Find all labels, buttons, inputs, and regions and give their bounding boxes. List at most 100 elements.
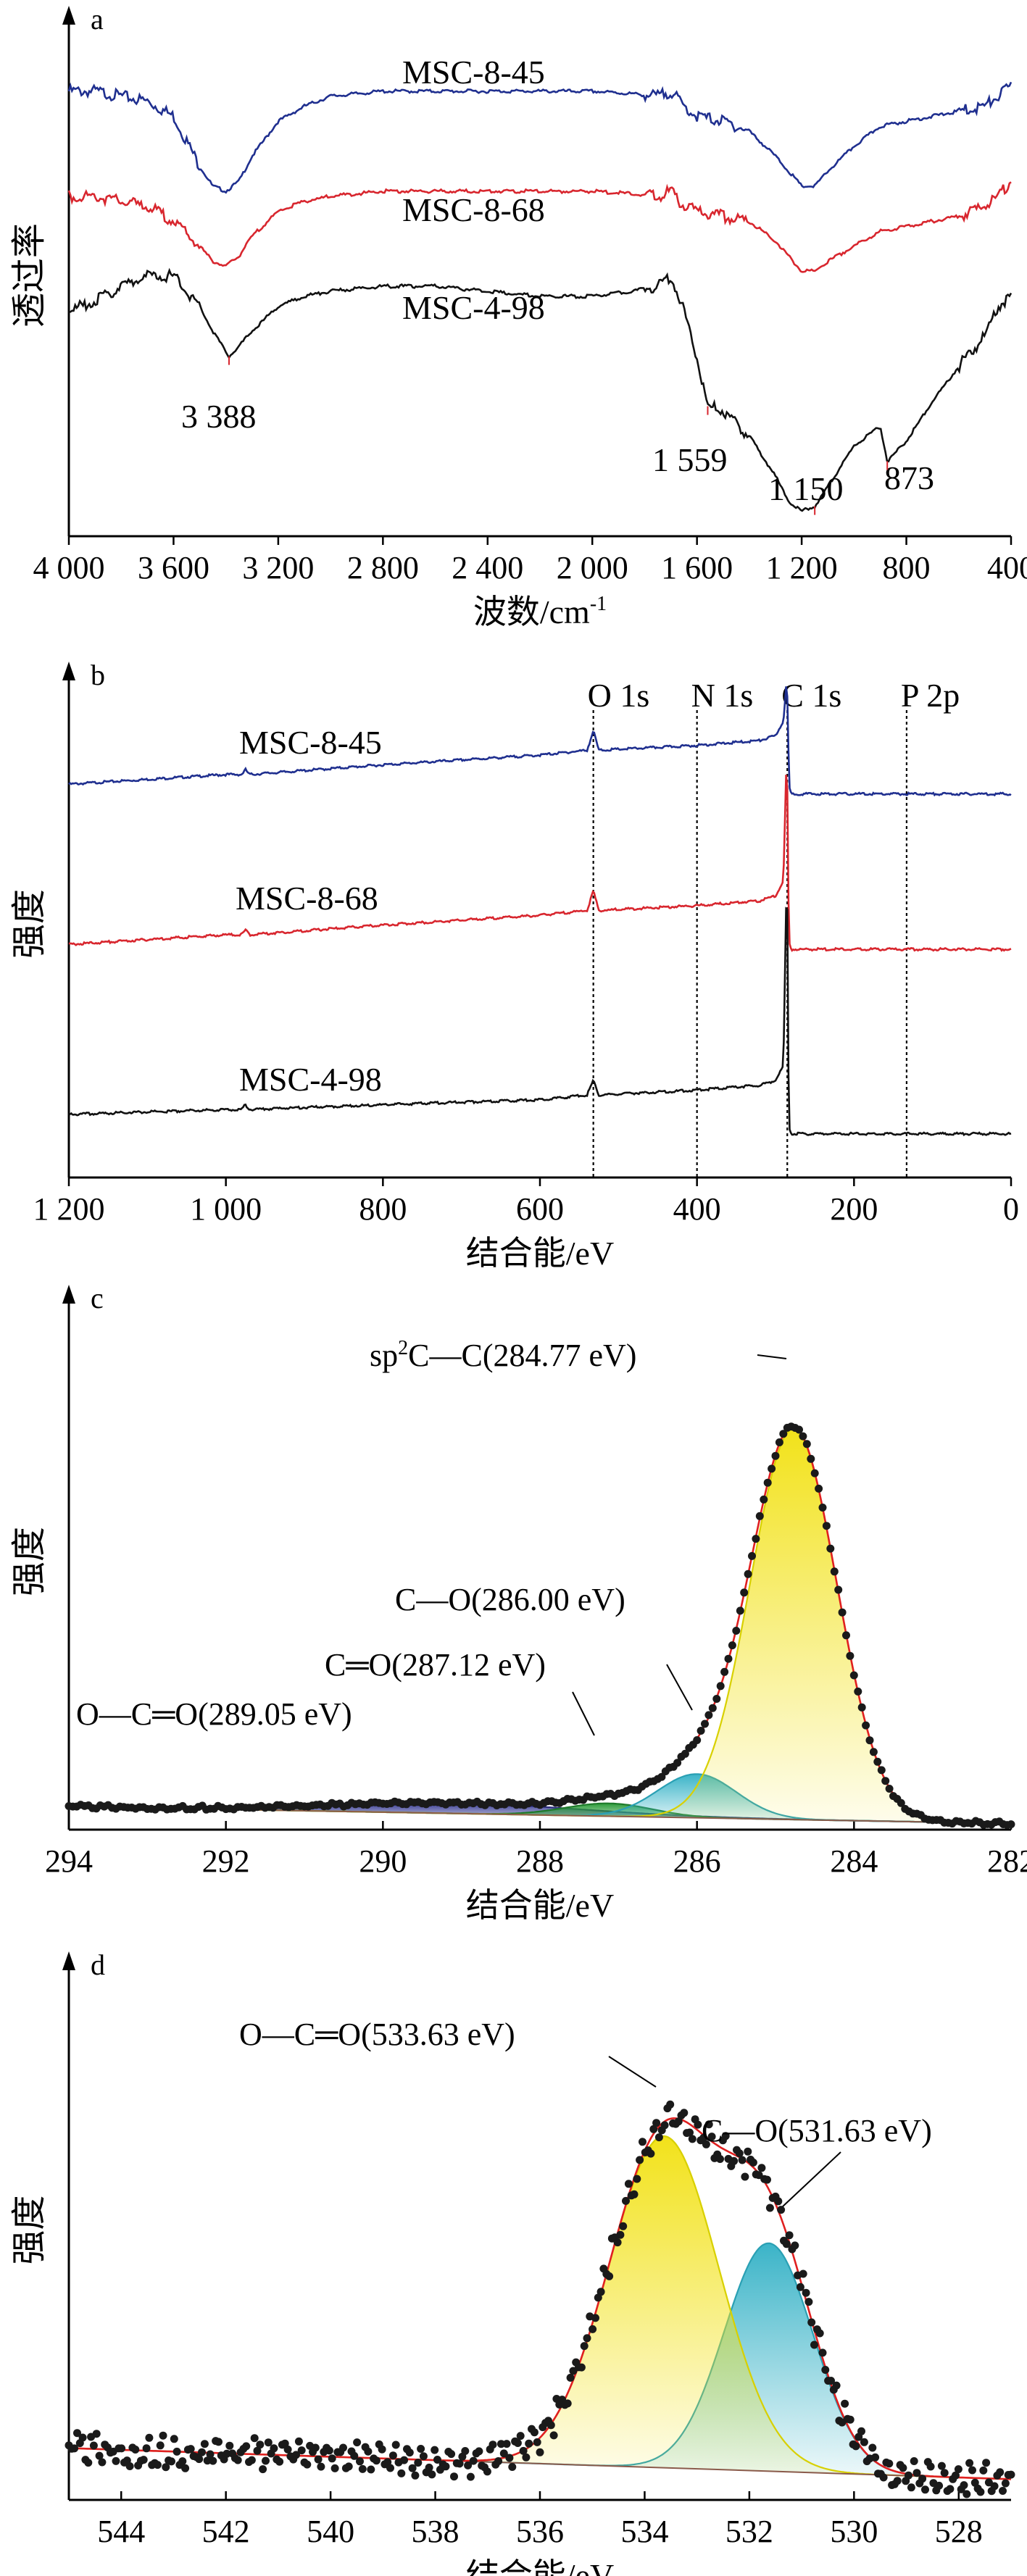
- x-tick-label: 544: [97, 2514, 145, 2549]
- data-point: [505, 2454, 514, 2462]
- data-point: [616, 2230, 625, 2239]
- x-tick-label: 1 600: [661, 550, 733, 585]
- data-point: [624, 2180, 633, 2188]
- data-point: [699, 2133, 708, 2142]
- data-point: [666, 2100, 675, 2109]
- data-point: [317, 2462, 325, 2471]
- data-point: [857, 1703, 866, 1712]
- data-point: [215, 2438, 223, 2446]
- data-point: [652, 2119, 661, 2127]
- peak-label-sup: 2: [398, 1337, 408, 1359]
- x-tick-label: 1 200: [766, 550, 838, 585]
- data-point: [999, 2487, 1007, 2495]
- data-point: [732, 1627, 741, 1635]
- data-point: [159, 2431, 167, 2440]
- data-point: [744, 1570, 752, 1578]
- data-point: [364, 2447, 373, 2456]
- data-point: [589, 2325, 597, 2333]
- data-point: [755, 1512, 764, 1520]
- data-point: [388, 2451, 397, 2460]
- data-point: [946, 2485, 955, 2493]
- data-point: [344, 2462, 353, 2471]
- reference-line-label: N 1s: [691, 677, 754, 714]
- data-point: [622, 2196, 630, 2205]
- data-point: [580, 2342, 589, 2351]
- x-tick-label: 288: [516, 1843, 564, 1879]
- data-point: [339, 2443, 347, 2452]
- data-point: [605, 2272, 614, 2280]
- x-axis-label: 结合能/eV: [466, 1887, 614, 1924]
- data-point: [782, 2240, 791, 2248]
- data-point: [899, 2464, 907, 2472]
- x-tick-label: 2 800: [347, 550, 419, 585]
- y-axis-arrow: [62, 1951, 75, 1970]
- data-point: [990, 2482, 999, 2490]
- data-point: [225, 2441, 234, 2450]
- series-line: [68, 686, 1012, 797]
- peak-area: [69, 1803, 1011, 1824]
- data-point: [681, 1749, 689, 1758]
- data-point: [156, 2441, 165, 2450]
- data-point: [455, 2459, 464, 2468]
- data-point: [494, 2457, 503, 2465]
- x-tick-label: 294: [45, 1843, 93, 1879]
- data-point: [802, 1440, 811, 1449]
- data-point: [905, 2471, 912, 2480]
- x-tick-label: 600: [516, 1191, 564, 1227]
- data-point: [804, 2298, 813, 2306]
- data-point: [885, 2459, 894, 2468]
- series-label: MSC-8-45: [402, 54, 545, 91]
- data-point: [591, 2314, 599, 2322]
- data-point: [712, 1695, 721, 1703]
- data-point: [583, 2334, 591, 2343]
- data-point: [172, 2447, 181, 2456]
- data-point: [497, 2440, 505, 2448]
- data-point: [775, 1438, 783, 1446]
- reference-line-label: O 1s: [588, 677, 650, 714]
- data-point: [475, 2447, 483, 2456]
- data-point: [869, 1748, 878, 1756]
- data-point: [649, 2125, 658, 2133]
- y-axis-label: 强度: [10, 2195, 49, 2264]
- data-point: [513, 2439, 522, 2447]
- data-point: [704, 2120, 713, 2129]
- peak-label: C═O(287.12 eV): [325, 1647, 546, 1683]
- data-point: [818, 2348, 827, 2357]
- data-point: [807, 2318, 816, 2327]
- data-point: [522, 2453, 531, 2462]
- x-tick-label: 532: [725, 2514, 773, 2549]
- data-point: [910, 2457, 918, 2465]
- x-tick-label: 1 000: [190, 1191, 262, 1227]
- data-point: [735, 2149, 744, 2158]
- data-point: [799, 2269, 807, 2278]
- data-point: [563, 2399, 572, 2408]
- data-point: [508, 2463, 517, 2471]
- x-tick-label: 2 400: [452, 550, 523, 585]
- data-point: [292, 2451, 300, 2459]
- data-point: [815, 1484, 823, 1493]
- data-point: [428, 2470, 436, 2479]
- data-point: [791, 2241, 799, 2250]
- data-point: [771, 1451, 780, 1460]
- data-point: [720, 1667, 729, 1676]
- data-point: [765, 2204, 774, 2212]
- data-point: [372, 2456, 381, 2465]
- x-tick-label: 286: [673, 1843, 721, 1879]
- data-point: [112, 2456, 120, 2465]
- data-point: [92, 2430, 101, 2438]
- data-point: [78, 2433, 87, 2442]
- data-point: [98, 2458, 107, 2467]
- data-point: [577, 2363, 586, 2372]
- data-point: [400, 2456, 409, 2464]
- data-point: [873, 1757, 882, 1766]
- data-point: [516, 2432, 525, 2440]
- data-point: [378, 2445, 386, 2454]
- data-point: [871, 2453, 880, 2462]
- series-label: MSC-4-98: [239, 1061, 382, 1098]
- data-point: [613, 2238, 622, 2247]
- peak-label: C—O(286.00 eV): [395, 1582, 625, 1617]
- peak-label: O—C═O(533.63 eV): [239, 2017, 515, 2052]
- data-point: [636, 2156, 644, 2164]
- x-tick-label: 400: [987, 550, 1027, 585]
